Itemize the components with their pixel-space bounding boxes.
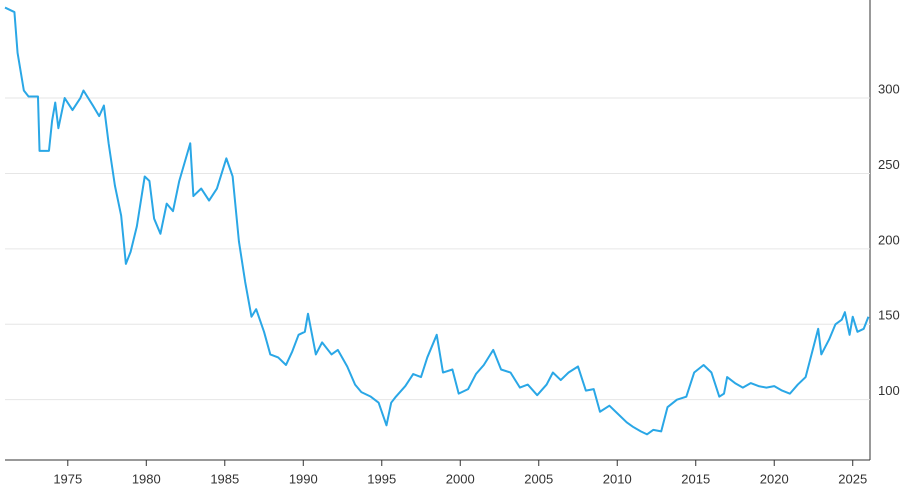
x-tick-label: 1995 <box>367 471 396 486</box>
x-tick-label: 1990 <box>289 471 318 486</box>
y-tick-label: 300 <box>878 81 900 96</box>
x-tick-label: 2015 <box>681 471 710 486</box>
x-tick-label: 1980 <box>132 471 161 486</box>
x-tick-label: 2025 <box>838 471 867 486</box>
y-tick-label: 250 <box>878 157 900 172</box>
x-tick-label: 2010 <box>603 471 632 486</box>
x-tick-label: 2005 <box>524 471 553 486</box>
x-tick-label: 2000 <box>446 471 475 486</box>
x-tick-label: 2020 <box>760 471 789 486</box>
y-tick-label: 100 <box>878 383 900 398</box>
y-tick-label: 200 <box>878 232 900 247</box>
x-tick-label: 1975 <box>53 471 82 486</box>
x-tick-label: 1985 <box>210 471 239 486</box>
line <box>4 6 870 436</box>
y-tick-label: 150 <box>878 308 900 323</box>
